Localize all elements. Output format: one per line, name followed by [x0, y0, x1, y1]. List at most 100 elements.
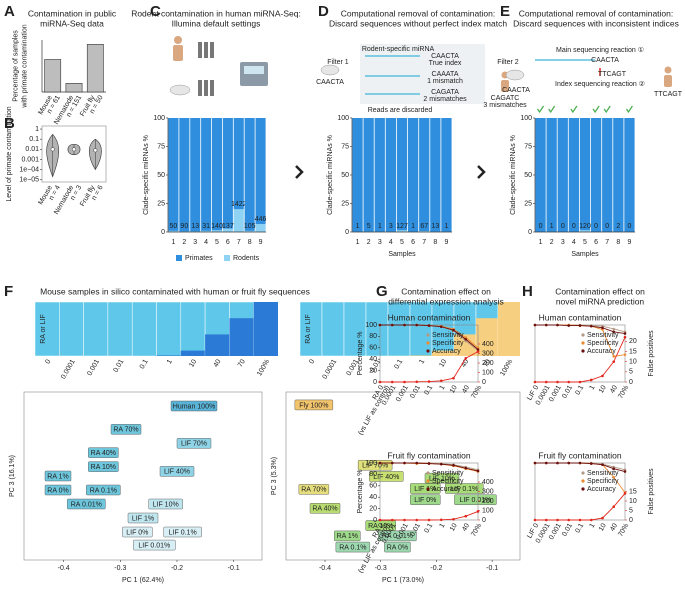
panel-letter: B: [4, 115, 15, 132]
x-tick-label: -0.2: [171, 565, 183, 572]
check-mark: [548, 105, 556, 114]
bar: [65, 83, 83, 93]
x-tick-label: 1: [439, 384, 447, 391]
legend-label: Specificity: [432, 478, 464, 485]
point: [452, 376, 455, 380]
y-axis-label: PC 3 (5.3%): [271, 457, 278, 495]
diagram-label: Reads are discarded: [368, 107, 433, 114]
point: [612, 360, 616, 363]
point: [439, 518, 443, 522]
diagram-label: TTCAGT: [654, 91, 683, 98]
x-tick-label: 2: [367, 239, 371, 246]
count-label: 446: [255, 216, 267, 223]
y2-tick-label: 100: [482, 369, 494, 376]
point: [390, 461, 394, 465]
point: [378, 323, 382, 327]
point: [601, 463, 604, 467]
point: [544, 461, 548, 465]
x-tick-label: 40: [461, 384, 471, 394]
x-tick-label: 6: [411, 239, 415, 246]
y-tick-label: 100: [365, 460, 377, 467]
y-axis-label: PC 3 (16.1%): [9, 455, 16, 497]
point-label-box: [294, 399, 334, 411]
y2-tick-label: 400: [482, 479, 494, 486]
legend-marker: [426, 349, 430, 353]
plot-frame: [41, 125, 107, 183]
x-tick-label: 4: [572, 239, 576, 246]
point: [544, 518, 548, 522]
check-mark: [537, 105, 545, 114]
diagram-label: TTCAGT: [598, 71, 627, 78]
y-tick-label: 1e−05: [19, 177, 39, 184]
legend-marker: [426, 479, 430, 483]
point: [589, 518, 593, 522]
point: [544, 323, 548, 327]
bar-segment: [352, 118, 363, 232]
bar-segment: [363, 118, 374, 232]
count-label: 0: [605, 223, 609, 230]
arrow: [477, 165, 486, 179]
bar-segment: [430, 118, 441, 232]
legend-marker: [426, 341, 430, 345]
count-label: 90: [180, 223, 188, 230]
point: [601, 326, 604, 330]
y-tick-label: 1: [35, 126, 39, 133]
point-label-box: [44, 484, 72, 496]
bar-segment: [591, 118, 602, 232]
bar-segment: [201, 230, 212, 232]
point: [415, 323, 419, 327]
legend-label: Sensitivity: [587, 470, 619, 477]
point-label-box: [378, 530, 417, 542]
point-label: RA 10%: [91, 464, 116, 471]
y-axis-label: Percentage of samples: [12, 30, 19, 102]
bar-segment: [168, 230, 179, 232]
x-tick-label: 1: [166, 358, 174, 365]
point: [612, 330, 616, 334]
point-label: RA 0%: [387, 544, 408, 551]
x-tick-label: 70: [482, 358, 492, 368]
chart-title: Computational removal of contamination:: [519, 8, 674, 18]
legend-marker: [581, 471, 585, 475]
point: [390, 518, 394, 522]
point-label: RA 0.01%: [71, 501, 102, 508]
y-tick-label: 100: [365, 322, 377, 329]
count-label: 2: [616, 223, 620, 230]
bar-segment: [613, 118, 624, 232]
chart-title: Computational removal of contamination:: [341, 8, 496, 18]
point: [623, 353, 627, 356]
y-tick-label: 0: [373, 517, 377, 524]
point: [623, 332, 627, 335]
point-label: LIF 70%: [362, 463, 388, 470]
point: [439, 379, 443, 383]
contamination: [476, 318, 498, 356]
point: [567, 380, 571, 384]
bar-segment: [190, 118, 201, 232]
point: [390, 380, 394, 384]
contamination: [180, 350, 206, 356]
point: [556, 518, 559, 522]
chart-subtitle: Fruit fly contamination: [538, 450, 621, 460]
point: [403, 518, 406, 522]
contamination: [498, 302, 520, 356]
count-label: 1: [356, 223, 360, 230]
legend-swatch: [224, 255, 230, 261]
point: [464, 466, 468, 470]
point: [452, 517, 455, 521]
check-mark: [625, 105, 633, 114]
y-axis-label: Clade-specific miRNAs %: [510, 135, 517, 215]
point-label-box: [148, 498, 183, 510]
y-tick-label: 100: [337, 115, 349, 122]
point-label: RA 70%: [301, 487, 326, 494]
diagram-label: CAACTA: [502, 87, 530, 94]
contamination: [253, 302, 278, 356]
point: [556, 461, 559, 465]
y-tick-label: 0.1: [29, 136, 39, 143]
median: [71, 147, 77, 152]
diagram-label: CAAATA: [432, 71, 459, 78]
point-label: LIF 10%: [153, 501, 179, 508]
x-tick-label: 1: [439, 522, 447, 529]
point-label-box: [176, 438, 212, 449]
x-tick-label: 8: [616, 239, 620, 246]
y-tick-label: 0: [373, 379, 377, 386]
count-label: 31: [202, 223, 210, 230]
